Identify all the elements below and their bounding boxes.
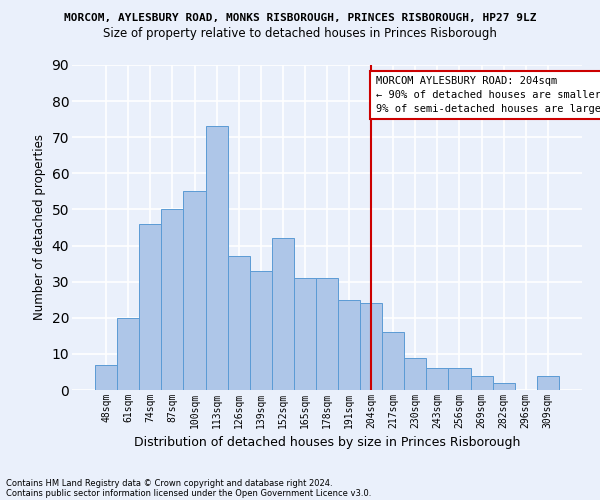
Bar [272,238,294,390]
Bar [537,376,559,390]
Bar [470,376,493,390]
Bar [206,126,227,390]
Bar [448,368,470,390]
Bar [117,318,139,390]
Bar [338,300,360,390]
Text: MORCOM, AYLESBURY ROAD, MONKS RISBOROUGH, PRINCES RISBOROUGH, HP27 9LZ: MORCOM, AYLESBURY ROAD, MONKS RISBOROUGH… [64,12,536,22]
Bar [161,210,184,390]
Bar [250,271,272,390]
Bar [95,364,117,390]
Bar [493,383,515,390]
Bar [227,256,250,390]
Bar [404,358,427,390]
Bar [184,192,206,390]
Bar [139,224,161,390]
Bar [382,332,404,390]
Bar [360,304,382,390]
Text: Contains HM Land Registry data © Crown copyright and database right 2024.: Contains HM Land Registry data © Crown c… [6,478,332,488]
Bar [316,278,338,390]
Bar [294,278,316,390]
Bar [427,368,448,390]
Text: MORCOM AYLESBURY ROAD: 204sqm
← 90% of detached houses are smaller (441)
9% of s: MORCOM AYLESBURY ROAD: 204sqm ← 90% of d… [376,76,600,114]
Y-axis label: Number of detached properties: Number of detached properties [33,134,46,320]
X-axis label: Distribution of detached houses by size in Princes Risborough: Distribution of detached houses by size … [134,436,520,450]
Text: Size of property relative to detached houses in Princes Risborough: Size of property relative to detached ho… [103,28,497,40]
Text: Contains public sector information licensed under the Open Government Licence v3: Contains public sector information licen… [6,488,371,498]
